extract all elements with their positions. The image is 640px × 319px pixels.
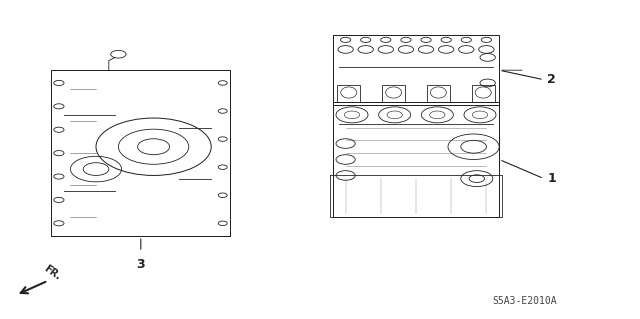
Text: 3: 3 — [136, 258, 145, 271]
Bar — [382, 85, 405, 102]
Text: FR.: FR. — [42, 264, 62, 282]
Text: 1: 1 — [547, 172, 556, 185]
Bar — [337, 85, 360, 102]
Text: S5A3-E2010A: S5A3-E2010A — [493, 296, 557, 306]
Bar — [427, 85, 450, 102]
Text: 2: 2 — [547, 73, 556, 86]
Bar — [472, 85, 495, 102]
